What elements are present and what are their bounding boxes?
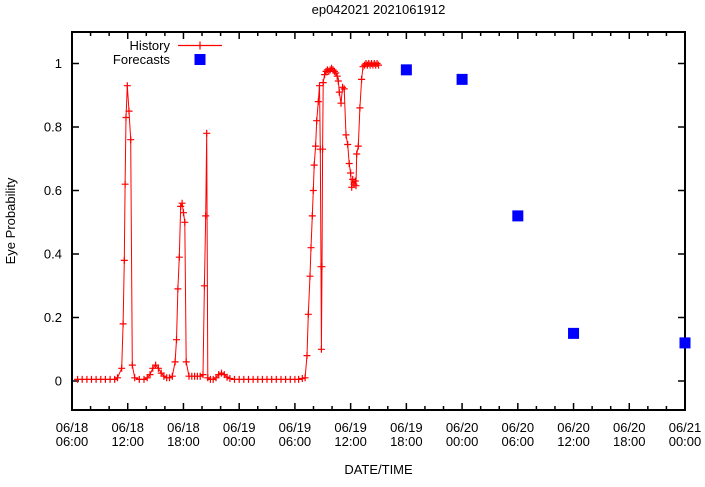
x-tick-label-time: 18:00: [390, 434, 423, 449]
forecast-series: [400, 64, 691, 349]
x-tick-label-date: 06/19: [390, 420, 423, 435]
y-tick-label: 1: [55, 56, 62, 71]
x-tick-label-date: 06/19: [223, 420, 256, 435]
y-tick-label: 0.2: [44, 310, 62, 325]
forecast-point: [400, 64, 412, 76]
x-tick-label-time: 06:00: [502, 434, 535, 449]
x-tick-label-date: 06/20: [502, 420, 535, 435]
plot-area: 06/1806:0006/1812:0006/1818:0006/1900:00…: [44, 31, 702, 449]
x-tick-label-time: 18:00: [613, 434, 646, 449]
x-tick-label-date: 06/18: [56, 420, 89, 435]
x-tick-label-time: 06:00: [56, 434, 89, 449]
y-axis-label: Eye Probability: [3, 177, 18, 264]
x-tick-label-date: 06/20: [446, 420, 479, 435]
x-tick-label-time: 12:00: [334, 434, 367, 449]
y-tick-label: 0.4: [44, 247, 62, 262]
x-tick-label-date: 06/18: [111, 420, 144, 435]
forecast-point: [679, 337, 691, 349]
forecast-point: [456, 73, 468, 85]
y-tick-label: 0: [55, 374, 62, 389]
y-tick-labels: 0 0.2 0.4 0.6 0.8 1: [44, 56, 62, 389]
x-tick-label-date: 06/20: [557, 420, 590, 435]
x-tick-label-time: 00:00: [223, 434, 256, 449]
x-tick-label-date: 06/18: [167, 420, 200, 435]
forecast-point: [512, 210, 524, 222]
axis-ticks: [71, 32, 686, 410]
history-point-markers: [74, 60, 382, 383]
x-tick-label-date: 06/21: [669, 420, 702, 435]
forecast-point: [568, 327, 580, 339]
legend-forecasts-label: Forecasts: [113, 52, 171, 67]
x-tick-label-date: 06/20: [613, 420, 646, 435]
plot-frame: [71, 31, 686, 411]
legend-history-line-sample: [178, 41, 222, 50]
legend-forecast-square-sample: [194, 54, 206, 65]
legend: History Forecasts: [113, 38, 222, 67]
x-tick-label-time: 06:00: [279, 434, 312, 449]
x-tick-label-time: 00:00: [446, 434, 479, 449]
x-axis-label: DATE/TIME: [344, 462, 413, 477]
x-tick-label-time: 18:00: [167, 434, 200, 449]
x-tick-label-time: 12:00: [557, 434, 590, 449]
history-series: [74, 60, 382, 383]
x-tick-label-date: 06/19: [334, 420, 367, 435]
chart-title: ep042021 2021061912: [312, 2, 446, 17]
y-tick-label: 0.6: [44, 183, 62, 198]
history-line: [77, 62, 379, 380]
x-tick-label-date: 06/19: [279, 420, 312, 435]
x-tick-labels: 06/1806:0006/1812:0006/1818:0006/1900:00…: [56, 420, 702, 449]
legend-history-label: History: [130, 38, 171, 53]
x-tick-label-time: 00:00: [669, 434, 702, 449]
y-tick-label: 0.8: [44, 120, 62, 135]
x-tick-label-time: 12:00: [111, 434, 144, 449]
